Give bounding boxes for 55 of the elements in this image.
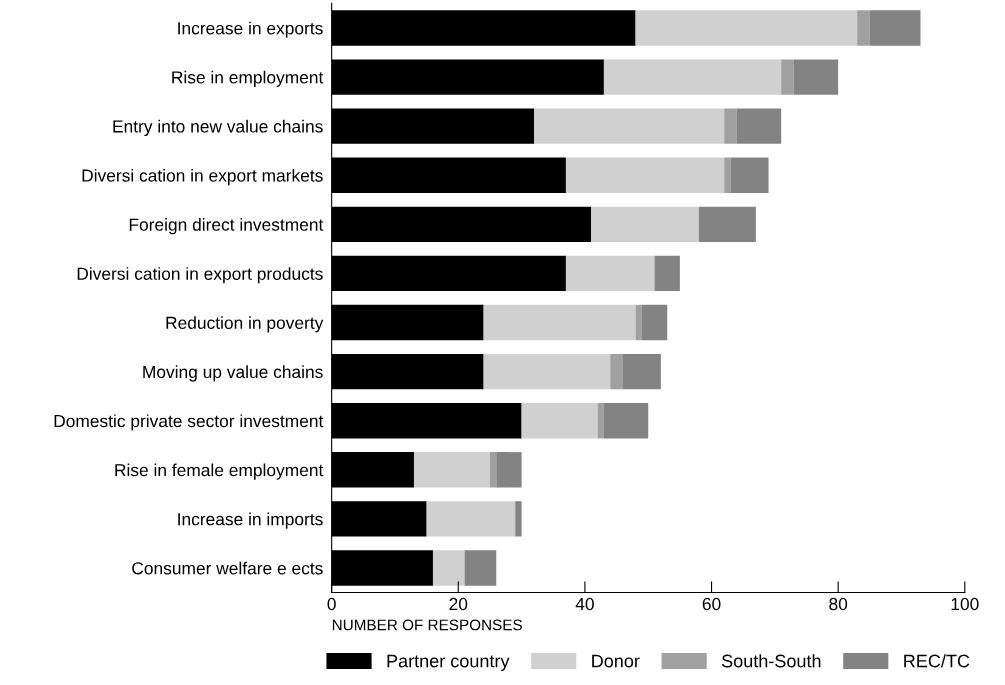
bar xyxy=(521,403,598,439)
bar xyxy=(736,108,782,144)
bar xyxy=(565,157,725,193)
y-tick-label: Moving up value chains xyxy=(143,365,323,382)
y-tick-label: Foreign direct investment xyxy=(129,218,324,235)
x-tick-label: 60 xyxy=(702,597,721,611)
y-tick-label: Increase in exports xyxy=(178,21,323,38)
legend-label: Partner country xyxy=(387,654,510,671)
x-tick-label: 40 xyxy=(575,597,594,611)
x-tick-label: 20 xyxy=(449,597,468,611)
x-tick-label: 0 xyxy=(327,597,336,611)
legend-label: Donor xyxy=(592,654,640,668)
bar xyxy=(565,255,655,292)
bar xyxy=(793,59,839,95)
bar xyxy=(496,452,522,488)
bar xyxy=(857,10,870,46)
bar xyxy=(654,255,680,292)
bar xyxy=(698,206,756,243)
bar xyxy=(724,108,737,144)
bar xyxy=(597,403,604,439)
bar xyxy=(603,59,782,95)
bar xyxy=(641,304,668,341)
bar xyxy=(603,403,649,439)
bar xyxy=(515,501,522,537)
bar xyxy=(483,304,636,341)
bar xyxy=(635,10,858,46)
x-tick-label: 80 xyxy=(829,597,848,611)
bar xyxy=(730,157,769,193)
y-tick-label: Rise in employment xyxy=(172,70,324,87)
bar xyxy=(781,59,794,95)
bar xyxy=(426,501,516,537)
bar xyxy=(534,108,725,144)
y-tick-label: Domestic private sector investment xyxy=(54,414,324,431)
bar xyxy=(489,452,497,488)
x-tick-label: 100 xyxy=(951,597,979,611)
bar xyxy=(591,206,699,243)
bar xyxy=(483,353,611,390)
y-tick-label: Reduction in poverty xyxy=(166,316,324,333)
y-tick-label: Diversi cation in export markets xyxy=(82,168,323,186)
y-tick-label: Entry into new value chains xyxy=(113,119,323,137)
legend-label: REC/TC xyxy=(904,654,970,668)
y-tick-label: Diversi cation in export products xyxy=(77,267,323,284)
bar xyxy=(464,550,497,586)
bar xyxy=(635,304,642,341)
y-tick-label: Rise in female employment xyxy=(115,463,324,480)
bar xyxy=(869,10,921,46)
x-axis-title: NUMBER OF RESPONSES xyxy=(332,619,522,631)
bar xyxy=(432,550,465,586)
y-tick-label: Increase in imports xyxy=(178,512,323,529)
y-tick-label: Consumer welfare e ects xyxy=(132,561,323,575)
bar xyxy=(724,157,731,193)
legend-label: South-South xyxy=(721,654,821,668)
bar xyxy=(413,452,490,488)
bar xyxy=(622,353,661,390)
bar xyxy=(610,353,623,390)
